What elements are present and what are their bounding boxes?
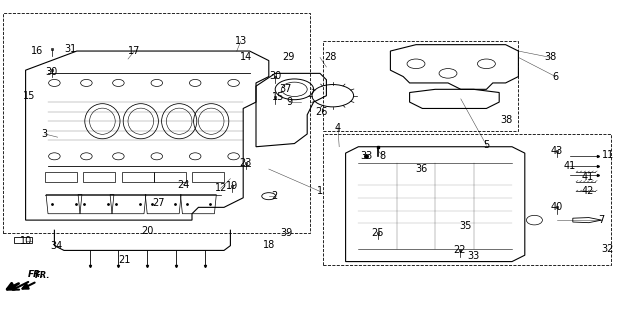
Text: 37: 37	[279, 84, 292, 94]
Text: 3: 3	[42, 129, 48, 139]
Text: 23: 23	[239, 158, 252, 168]
Text: 16: 16	[31, 46, 44, 56]
Text: 15: 15	[272, 92, 285, 102]
Text: 12: 12	[214, 183, 227, 193]
Text: 39: 39	[280, 228, 293, 238]
Text: 35: 35	[460, 221, 472, 231]
Text: 15: 15	[22, 91, 35, 101]
Text: 22: 22	[453, 245, 466, 256]
Text: 2: 2	[271, 191, 277, 201]
Text: FR.: FR.	[35, 271, 51, 280]
Text: 19: 19	[225, 181, 238, 191]
Text: 13: 13	[234, 36, 247, 47]
Text: 27: 27	[152, 197, 165, 208]
Text: 8: 8	[380, 151, 386, 161]
Text: 1: 1	[317, 186, 323, 197]
Text: 30: 30	[45, 67, 58, 77]
Text: 31: 31	[64, 44, 77, 55]
Text: 20: 20	[141, 226, 154, 236]
Text: 24: 24	[177, 180, 189, 190]
Text: 7: 7	[598, 215, 605, 225]
Text: 30: 30	[269, 71, 282, 81]
Text: 28: 28	[324, 52, 337, 63]
Text: 29: 29	[282, 52, 294, 63]
Text: 10: 10	[19, 236, 32, 246]
Text: 18: 18	[262, 240, 275, 250]
Text: 9: 9	[286, 97, 292, 107]
Text: 5: 5	[483, 140, 490, 150]
Text: 41: 41	[563, 161, 576, 171]
Text: 38: 38	[500, 115, 513, 125]
Text: 4: 4	[335, 122, 341, 133]
Text: 34: 34	[50, 241, 63, 251]
Text: FR.: FR.	[28, 270, 44, 279]
Text: 26: 26	[315, 107, 328, 117]
Text: 17: 17	[128, 46, 141, 56]
Text: 43: 43	[550, 145, 563, 156]
Text: 14: 14	[240, 52, 253, 63]
Text: 42: 42	[581, 186, 594, 197]
Text: 33: 33	[467, 251, 480, 262]
Text: 38: 38	[544, 52, 557, 63]
Text: 6: 6	[552, 71, 559, 82]
Text: 36: 36	[415, 164, 428, 174]
Bar	[14, 237, 32, 243]
Text: 32: 32	[602, 244, 614, 255]
Text: 33: 33	[360, 151, 372, 161]
Text: 40: 40	[550, 202, 563, 212]
Text: 21: 21	[118, 255, 131, 265]
Text: 25: 25	[371, 228, 384, 238]
Text: 11: 11	[602, 150, 614, 160]
Text: 41: 41	[581, 172, 594, 182]
